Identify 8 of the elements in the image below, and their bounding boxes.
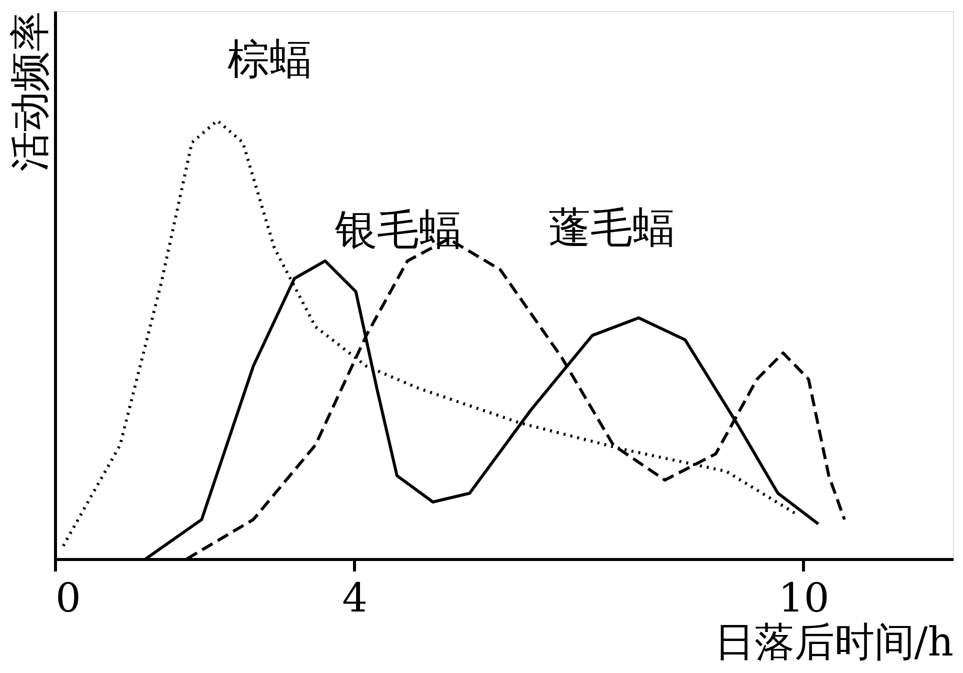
series-label: 银毛蝠 — [334, 204, 462, 254]
x-tick-label: 4 — [342, 576, 368, 622]
x-tick-label: 0 — [56, 576, 81, 622]
x-tick-label: 10 — [778, 576, 830, 622]
x-axis-title: 日落后时间/h — [714, 620, 954, 666]
y-axis-title: 活动频率 — [8, 12, 54, 172]
series-label: 蓬毛蝠 — [548, 202, 675, 252]
series-label: 棕蝠 — [227, 34, 312, 84]
